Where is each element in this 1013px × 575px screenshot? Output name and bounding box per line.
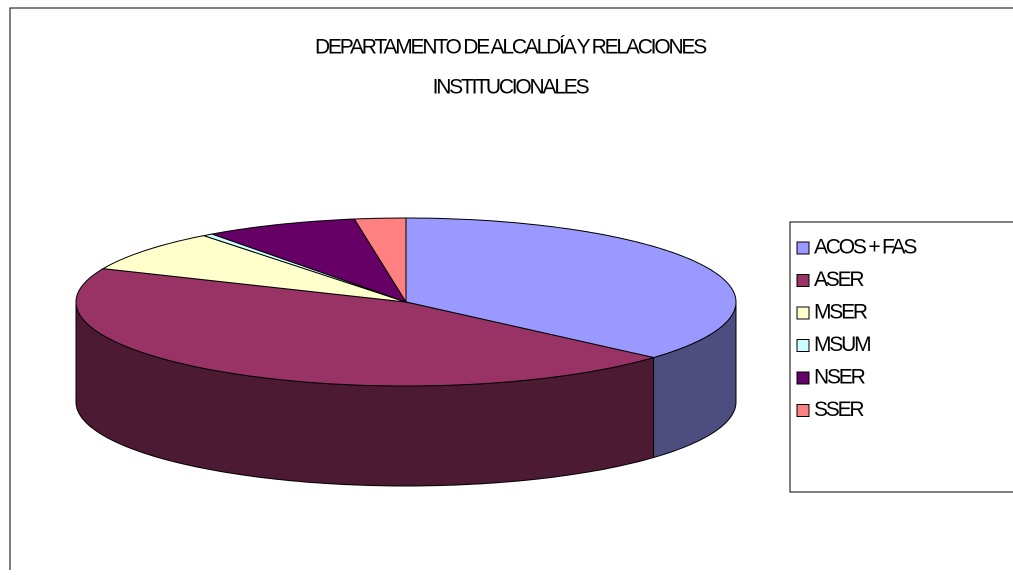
legend-swatch bbox=[796, 371, 810, 385]
pie-slice bbox=[353, 217, 407, 304]
legend-swatch bbox=[796, 241, 810, 255]
legend: ACOS + FAS ASER MSER MSUM NSER SSER bbox=[796, 236, 920, 421]
legend-swatch bbox=[796, 404, 810, 417]
legend-swatch bbox=[796, 274, 810, 287]
legend-label: ACOS + FAS bbox=[814, 236, 917, 259]
legend-label: MSUM bbox=[814, 333, 870, 356]
legend-label: MSER bbox=[814, 301, 868, 324]
legend-label: ASER bbox=[814, 268, 864, 291]
pie-slice bbox=[101, 235, 407, 303]
pie bbox=[75, 217, 737, 487]
chart-title: INSTITUCIONALES bbox=[433, 76, 590, 99]
legend-swatch bbox=[796, 339, 810, 352]
legend-swatch bbox=[796, 306, 810, 320]
pie-slice bbox=[75, 268, 654, 387]
pie-slice bbox=[405, 217, 737, 359]
legend-label: NSER bbox=[814, 366, 866, 389]
legend-box bbox=[789, 221, 1013, 493]
chart-title: DEPARTAMENTO DE ALCALDÍA Y RELACIONES bbox=[315, 36, 707, 59]
legend-label: SSER bbox=[814, 398, 864, 421]
pie-slice bbox=[210, 218, 408, 303]
